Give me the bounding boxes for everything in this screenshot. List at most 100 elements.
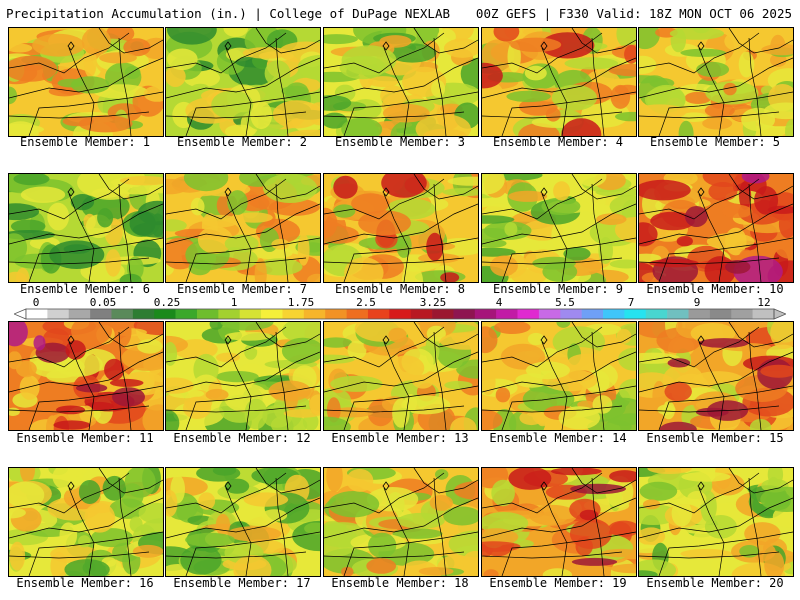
colorbar-segment bbox=[239, 309, 262, 319]
colorbar-segment bbox=[453, 309, 476, 319]
map-boundary-line bbox=[413, 468, 478, 494]
map-boundary-line bbox=[748, 183, 762, 282]
colorbar-segment bbox=[752, 309, 775, 319]
precip-map bbox=[9, 468, 163, 576]
ensemble-member-label: Ensemble Member: 6 bbox=[19, 282, 151, 296]
colorbar-tick-label: 9 bbox=[693, 296, 701, 309]
precip-map bbox=[639, 468, 793, 576]
map-boundary-line bbox=[166, 405, 307, 413]
map-boundary-line bbox=[9, 111, 150, 119]
map-boundary-line bbox=[413, 322, 478, 348]
colorbar-segment bbox=[410, 309, 433, 319]
precip-map-panel bbox=[481, 321, 637, 431]
map-boundary-line bbox=[9, 351, 163, 393]
precip-map-panel bbox=[323, 321, 479, 431]
map-boundary-line bbox=[343, 91, 478, 136]
colorbar-tick-label: 1.75 bbox=[287, 296, 315, 309]
map-boundary-line bbox=[591, 477, 605, 576]
station-marker-icon bbox=[540, 481, 548, 491]
map-boundary-line bbox=[728, 28, 793, 54]
ensemble-member-label: Ensemble Member: 1 bbox=[19, 135, 151, 149]
map-boundary-line bbox=[571, 468, 636, 494]
map-boundary-line bbox=[255, 468, 320, 494]
station-marker-icon bbox=[224, 187, 232, 197]
precip-map bbox=[482, 174, 636, 282]
precip-map-panel bbox=[638, 467, 794, 577]
map-boundary-line bbox=[28, 385, 163, 430]
map-boundary-line bbox=[501, 91, 636, 136]
colorbar-segment bbox=[560, 309, 582, 319]
map-boundary-line bbox=[639, 551, 780, 559]
map-boundary-line bbox=[324, 497, 478, 539]
precip-map bbox=[324, 174, 478, 282]
precip-map-panel bbox=[481, 467, 637, 577]
precip-map bbox=[9, 322, 163, 430]
colorbar-segment bbox=[581, 309, 604, 319]
map-boundary-line bbox=[324, 111, 465, 119]
precip-map-panel bbox=[165, 321, 321, 431]
map-boundary-line bbox=[343, 385, 478, 430]
precip-map-panel bbox=[8, 467, 164, 577]
map-boundary-line bbox=[748, 477, 762, 576]
map-boundary-line bbox=[118, 477, 132, 576]
map-boundary-line bbox=[639, 257, 780, 265]
colorbar-segment bbox=[90, 309, 112, 319]
map-boundary-line bbox=[68, 487, 95, 576]
precip-map bbox=[166, 174, 320, 282]
map-boundary-line bbox=[225, 341, 252, 430]
map-boundary-line bbox=[68, 47, 95, 136]
precip-map bbox=[482, 28, 636, 136]
map-boundary-line bbox=[166, 257, 307, 265]
precip-map-panel bbox=[638, 321, 794, 431]
map-boundary-line bbox=[433, 331, 447, 430]
precip-colorbar bbox=[14, 308, 786, 320]
map-boundary-line bbox=[728, 174, 793, 200]
map-boundary-line bbox=[118, 183, 132, 282]
colorbar-segment bbox=[624, 309, 647, 319]
station-marker-icon bbox=[67, 335, 75, 345]
map-boundary-line bbox=[28, 237, 163, 282]
precip-map bbox=[482, 468, 636, 576]
colorbar-segment bbox=[261, 309, 283, 319]
ensemble-member-label: Ensemble Member: 4 bbox=[492, 135, 624, 149]
station-marker-icon bbox=[67, 41, 75, 51]
map-boundary-line bbox=[255, 28, 320, 54]
map-boundary-line bbox=[324, 57, 478, 99]
map-boundary-line bbox=[383, 487, 410, 576]
map-boundary-line bbox=[571, 174, 636, 200]
station-marker-icon bbox=[67, 187, 75, 197]
map-boundary-line bbox=[639, 351, 793, 393]
colorbar-segment bbox=[667, 309, 689, 319]
station-marker-icon bbox=[697, 41, 705, 51]
colorbar-tick-label: 4 bbox=[495, 296, 503, 309]
map-boundary-line bbox=[591, 37, 605, 136]
precip-map-panel bbox=[638, 173, 794, 283]
ensemble-member-label: Ensemble Member: 18 bbox=[331, 576, 469, 590]
colorbar-tick-label: 3.25 bbox=[419, 296, 447, 309]
map-boundary-line bbox=[698, 341, 725, 430]
map-boundary-line bbox=[324, 257, 465, 265]
map-boundary-line bbox=[9, 57, 163, 99]
ensemble-member-label: Ensemble Member: 7 bbox=[176, 282, 308, 296]
ensemble-member-label: Ensemble Member: 19 bbox=[489, 576, 627, 590]
colorbar-segment bbox=[496, 309, 518, 319]
map-boundary-line bbox=[383, 193, 410, 282]
station-marker-icon bbox=[224, 335, 232, 345]
precip-map-panel bbox=[8, 173, 164, 283]
colorbar-tick-label: 7 bbox=[627, 296, 635, 309]
precip-map-panel bbox=[165, 467, 321, 577]
map-boundary-line bbox=[482, 111, 623, 119]
map-boundary-line bbox=[728, 468, 793, 494]
map-boundary-line bbox=[324, 203, 478, 245]
precip-map-panel bbox=[8, 321, 164, 431]
colorbar-tick-label: 0 bbox=[32, 296, 40, 309]
colorbar-segment bbox=[688, 309, 711, 319]
map-boundary-line bbox=[9, 405, 150, 413]
precip-map-panel bbox=[638, 27, 794, 137]
colorbar-tick-label: 0.05 bbox=[89, 296, 117, 309]
precip-map-panel bbox=[323, 467, 479, 577]
map-boundary-line bbox=[541, 341, 568, 430]
map-boundary-line bbox=[698, 193, 725, 282]
precip-map-panel bbox=[323, 173, 479, 283]
precip-map bbox=[166, 28, 320, 136]
